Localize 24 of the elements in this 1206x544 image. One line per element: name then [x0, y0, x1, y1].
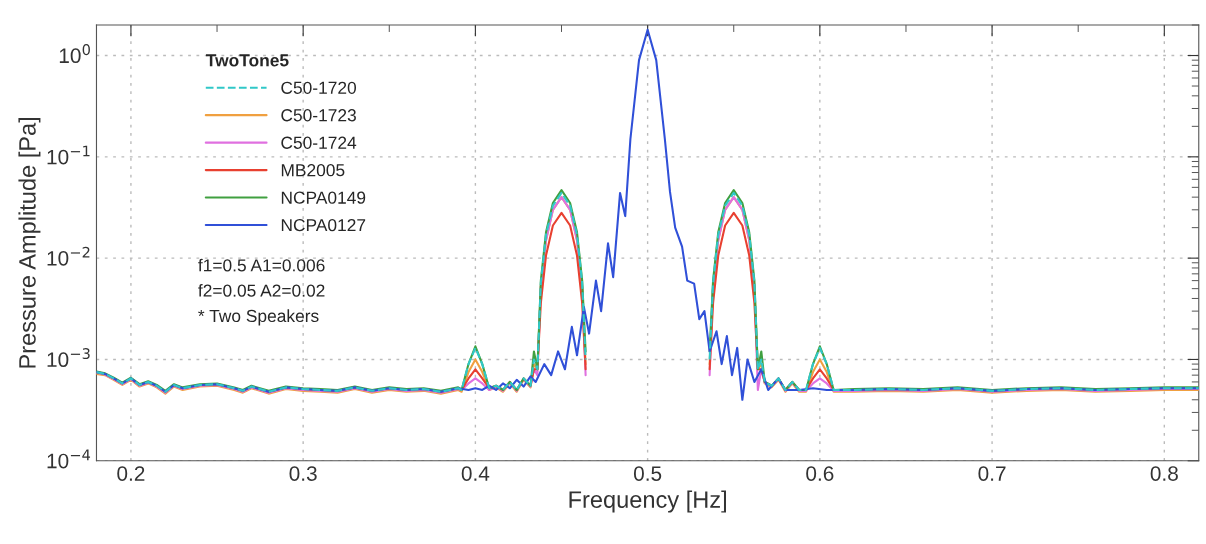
legend-label: C50-1723 — [281, 109, 356, 122]
x-tick-label: 0.2 — [117, 466, 145, 481]
annotation: f1=0.5 A1=0.006 — [198, 258, 325, 272]
x-tick-label: 0.8 — [1150, 466, 1178, 481]
legend-label: NCPA0149 — [281, 191, 366, 204]
y-tick-label: 10$^{0}$ — [59, 44, 90, 64]
y-axis-title: Pressure Amplitude [Pa] — [18, 117, 41, 368]
legend-label: MB2005 — [281, 164, 345, 177]
annotation: f2=0.05 A2=0.02 — [198, 284, 325, 297]
x-tick-label: 0.7 — [978, 466, 1006, 481]
y-tick-label: 10$^{−3}$ — [47, 348, 90, 368]
x-tick-label: 0.3 — [289, 466, 317, 481]
y-tick-label: 10$^{−4}$ — [47, 449, 91, 469]
x-tick-label: 0.5 — [633, 466, 662, 481]
x-tick-label: 0.6 — [806, 466, 834, 481]
legend-label: NCPA0127 — [281, 218, 366, 232]
annotation: * Two Speakers — [198, 309, 319, 326]
legend-label: C50-1724 — [281, 136, 357, 149]
legend-label: C50-1720 — [281, 81, 357, 94]
y-tick-label: 10$^{−2}$ — [47, 246, 90, 266]
x-tick-label: 0.4 — [461, 466, 490, 481]
y-tick-label: 10$^{−1}$ — [47, 145, 90, 165]
legend-title: TwoTone5 — [205, 54, 289, 67]
x-axis-title: Frequency [Hz] — [569, 490, 726, 513]
